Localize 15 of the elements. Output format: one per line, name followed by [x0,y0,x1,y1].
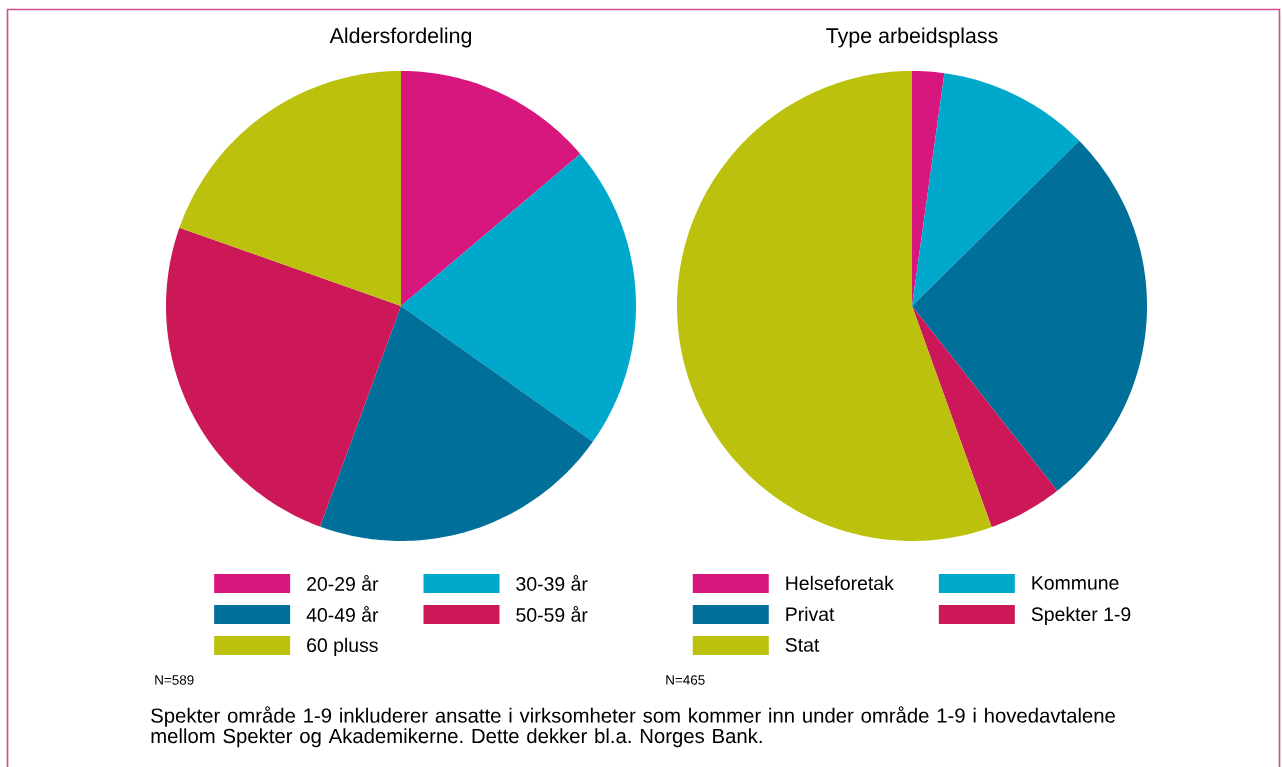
legend-label: Helseforetak [786,575,894,591]
legend-label: Spekter 1-9 [1031,606,1131,625]
legend-label: 20-29 år [307,575,379,591]
text: N=465 [666,675,705,685]
legend-label: Kommune [1032,576,1119,590]
chart-title: Type arbeidsplass [826,27,998,48]
legend-label: 40-49 år [306,606,379,622]
text: Spekter område 1-9 inkluderer ansatte i virksomheter som kommer inn under område 1-9 i hovedavtalene mellom Spekter og Akademikerne. Dette dekker bl.a. Norges Bank. [151,706,1115,748]
legend-label: Privat [786,606,835,622]
chart-title: Aldersfordeling [329,27,472,48]
legend-label: 30-39 år [516,575,588,591]
legend-label: Stat [785,638,820,652]
text: N=589 [155,675,194,685]
legend-label: 60 pluss [307,637,378,656]
legend-label: 50-59 år [516,606,588,622]
